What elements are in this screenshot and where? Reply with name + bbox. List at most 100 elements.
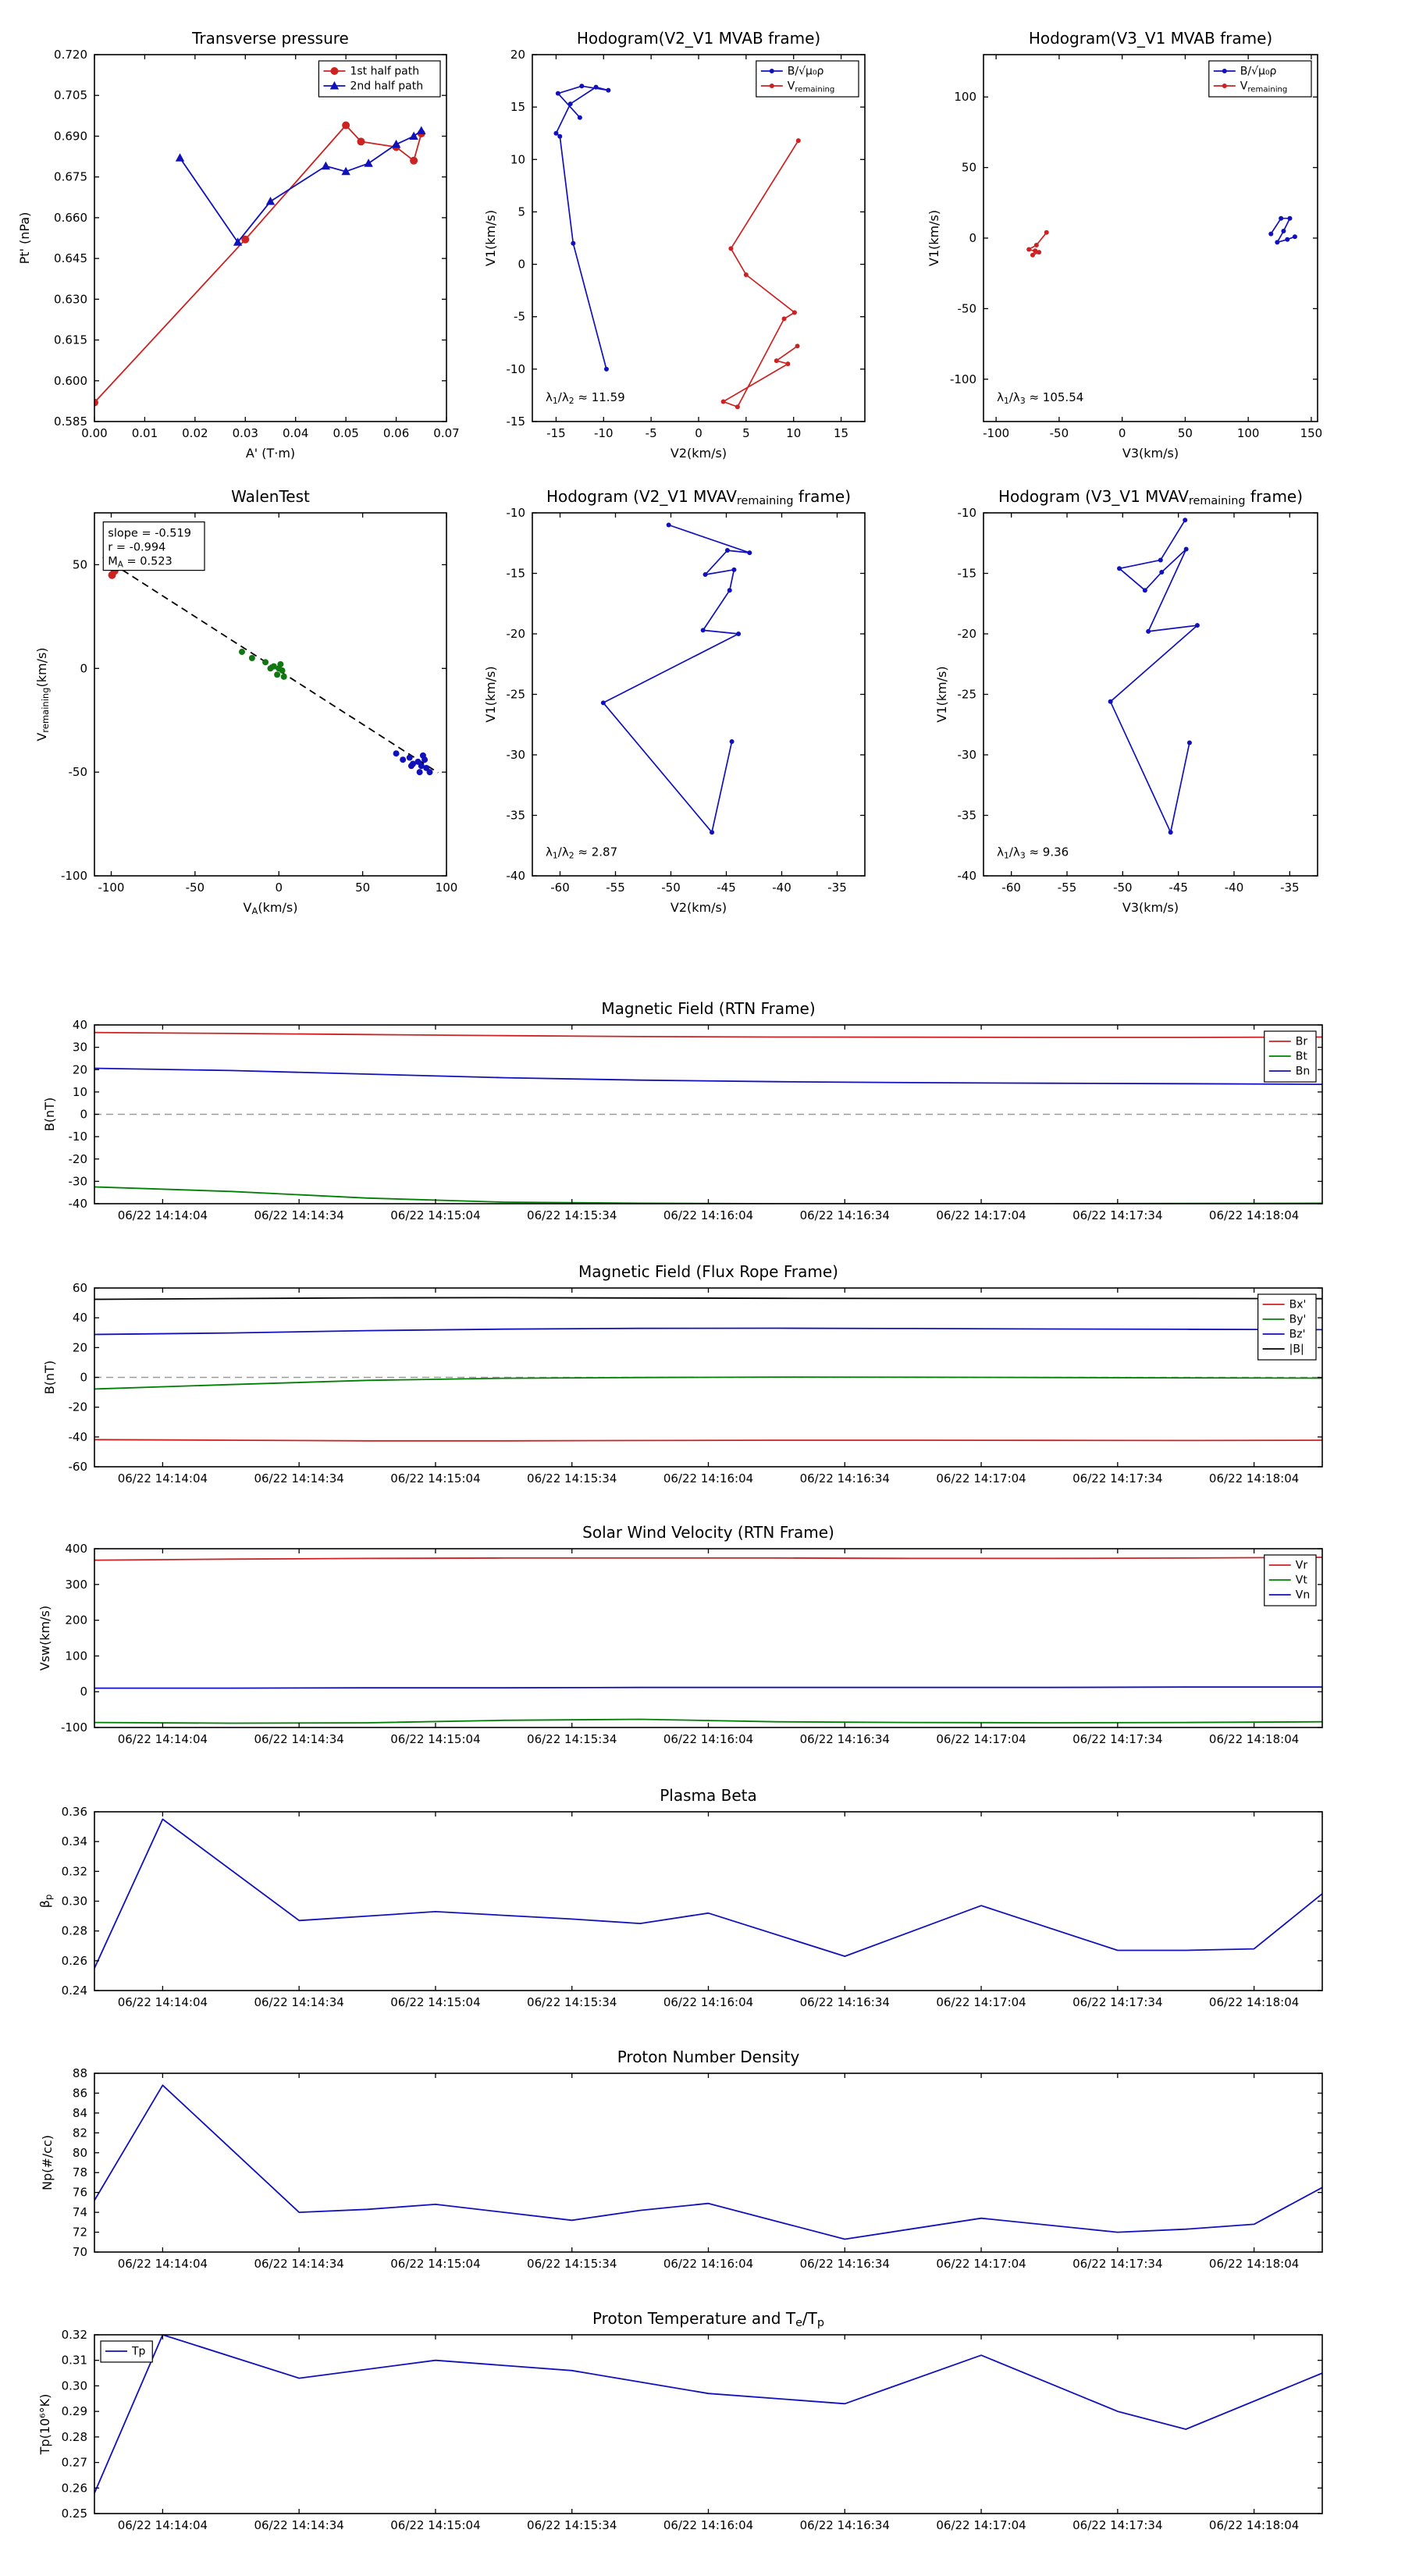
- svg-text:50: 50: [1178, 426, 1193, 440]
- svg-text:0.06: 0.06: [383, 426, 409, 440]
- chart-walen-test-title: WalenTest: [231, 487, 310, 506]
- svg-text:-40: -40: [1225, 881, 1244, 895]
- svg-text:0.26: 0.26: [62, 1954, 87, 1968]
- svg-text:0: 0: [1119, 426, 1126, 440]
- chart-magnetic-field-flux-rope-legend: Bx' By' Bz' |B|: [1257, 1293, 1317, 1361]
- svg-text:40: 40: [73, 1311, 87, 1325]
- svg-text:0.31: 0.31: [62, 2354, 87, 2368]
- svg-text:-40: -40: [958, 869, 977, 883]
- svg-text:06/22 14:15:04: 06/22 14:15:04: [390, 2518, 480, 2532]
- chart-hodogram-v2v1-mvab-xlabel: V2(km/s): [670, 446, 727, 461]
- svg-text:-55: -55: [1058, 881, 1077, 895]
- svg-text:0.660: 0.660: [54, 211, 87, 225]
- chart-hodogram-v3v1-mvab: -100 -50 0 50 100 150 -100 -50 0 50 100 Hodogram(V3…: [927, 29, 1322, 461]
- svg-text:06/22 14:17:34: 06/22 14:17:34: [1072, 1208, 1162, 1222]
- chart-walen-test-xlabel: VA(km/s): [244, 900, 298, 916]
- svg-text:-15: -15: [958, 567, 977, 581]
- svg-text:06/22 14:16:04: 06/22 14:16:04: [663, 2518, 753, 2532]
- svg-text:-35: -35: [958, 809, 977, 823]
- svg-text:0.690: 0.690: [54, 129, 87, 143]
- svg-text:06/22 14:17:34: 06/22 14:17:34: [1072, 2518, 1162, 2532]
- svg-text:20: 20: [73, 1340, 87, 1354]
- svg-text:5: 5: [518, 205, 525, 219]
- svg-text:50: 50: [73, 557, 87, 571]
- svg-text:06/22 14:18:04: 06/22 14:18:04: [1209, 1995, 1299, 2009]
- svg-text:0: 0: [80, 661, 87, 675]
- chart-walen-test: -100 -50 0 50 100 -100 -50 0 50 WalenTest VA(km/s)…: [34, 487, 457, 916]
- svg-text:Bx': Bx': [1289, 1299, 1307, 1311]
- chart-hodogram-v3v1-mvab-y-axis: -100 -50 0 50 100: [950, 90, 1318, 386]
- chart-proton-temperature-legend: Tp: [100, 2340, 153, 2363]
- svg-text:06/22 14:17:04: 06/22 14:17:04: [936, 1995, 1026, 2009]
- svg-text:06/22 14:16:04: 06/22 14:16:04: [663, 2257, 753, 2271]
- chart-hodogram-v2v1-mvav-xlabel: V2(km/s): [670, 900, 727, 915]
- chart-hodogram-v2v1-mvab-title: Hodogram(V2_V1 MVAB frame): [577, 29, 820, 48]
- svg-text:06/22 14:14:04: 06/22 14:14:04: [118, 1732, 208, 1746]
- svg-text:|B|: |B|: [1289, 1343, 1304, 1356]
- svg-text:By': By': [1289, 1314, 1307, 1326]
- svg-text:0.36: 0.36: [62, 1805, 87, 1819]
- chart-hodogram-v3v1-mvav-series: [1108, 518, 1200, 835]
- svg-text:20: 20: [73, 1062, 87, 1076]
- chart-hodogram-v3v1-mvav: -60 -55 -50 -45 -40 -35 -40 -35 -30 -25 -20 -15 -10 H…: [934, 487, 1318, 915]
- chart-hodogram-v2v1-mvab-y-axis: -15 -10 -5 0 5 10 15 20: [507, 48, 865, 429]
- svg-text:06/22 14:16:34: 06/22 14:16:34: [800, 1208, 890, 1222]
- svg-text:0.615: 0.615: [54, 333, 87, 347]
- svg-text:0.32: 0.32: [62, 2328, 87, 2342]
- svg-text:-20: -20: [69, 1152, 88, 1166]
- chart-walen-test-x-axis: -100 -50 0 50 100: [98, 513, 457, 895]
- svg-text:-50: -50: [186, 881, 205, 895]
- svg-text:B/√μ₀ρ: B/√μ₀ρ: [788, 66, 824, 78]
- svg-text:06/22 14:17:34: 06/22 14:17:34: [1072, 2257, 1162, 2271]
- chart-transverse-pressure-x-axis: 0.00 0.01 0.02 0.03 0.04 0.05 0.06 0.07: [81, 55, 460, 440]
- svg-text:06/22 14:15:04: 06/22 14:15:04: [390, 1208, 480, 1222]
- svg-text:MA = 0.523: MA = 0.523: [108, 556, 173, 570]
- svg-text:0.32: 0.32: [62, 1864, 87, 1878]
- svg-text:60: 60: [73, 1281, 87, 1295]
- svg-text:150: 150: [1300, 426, 1323, 440]
- svg-text:30: 30: [73, 1041, 87, 1055]
- chart-magnetic-field-flux-rope-ylabel: B(nT): [42, 1361, 57, 1394]
- svg-text:Bt: Bt: [1296, 1051, 1308, 1063]
- svg-text:-50: -50: [958, 301, 977, 315]
- chart-transverse-pressure: 0.00 0.01 0.02 0.03 0.04 0.05 0.06 0.07 0.585 0.6…: [17, 29, 460, 461]
- chart-hodogram-v2v1-mvab-legend: B/√μ₀ρ Vremaining: [756, 60, 859, 98]
- chart-solar-wind-velocity-title: Solar Wind Velocity (RTN Frame): [582, 1523, 834, 1542]
- svg-text:06/22 14:17:04: 06/22 14:17:04: [936, 1208, 1026, 1222]
- chart-plasma-beta-y-axis: 0.24 0.26 0.28 0.30 0.32 0.34 0.36: [62, 1805, 1322, 1998]
- svg-text:0.645: 0.645: [54, 251, 87, 265]
- svg-text:06/22 14:14:34: 06/22 14:14:34: [254, 1995, 343, 2009]
- svg-text:-60: -60: [1001, 881, 1021, 895]
- chart-magnetic-field-rtn-x-axis: 06/22 14:14:04 06/22 14:14:34 06/22 14:15:…: [118, 1025, 1299, 1222]
- svg-text:-50: -50: [661, 881, 681, 895]
- svg-text:100: 100: [1237, 426, 1260, 440]
- svg-text:06/22 14:17:04: 06/22 14:17:04: [936, 2257, 1026, 2271]
- svg-text:0.630: 0.630: [54, 292, 87, 306]
- chart-magnetic-field-rtn-title: Magnetic Field (RTN Frame): [601, 999, 815, 1018]
- svg-text:06/22 14:16:34: 06/22 14:16:34: [800, 1995, 890, 2009]
- svg-text:-40: -40: [69, 1197, 88, 1211]
- svg-text:10: 10: [73, 1085, 87, 1099]
- chart-hodogram-v3v1-mvav-title: Hodogram (V3_V1 MVAVremaining frame): [998, 487, 1303, 507]
- svg-text:-35: -35: [507, 809, 526, 823]
- svg-text:06/22 14:18:04: 06/22 14:18:04: [1209, 1471, 1299, 1485]
- svg-text:-40: -40: [507, 869, 526, 883]
- chart-hodogram-v2v1-mvab-annotation: λ1/λ2 ≈ 11.59: [546, 390, 625, 406]
- chart-proton-density-y-axis: 70 72 74 76 78 80 82 84 86 88: [73, 2066, 1322, 2259]
- svg-text:06/22 14:14:34: 06/22 14:14:34: [254, 2518, 343, 2532]
- chart-hodogram-v2v1-mvab-x-axis: -15 -10 -5 0 5 10 15: [546, 55, 848, 440]
- svg-text:0.28: 0.28: [62, 2430, 87, 2444]
- chart-hodogram-v2v1-mvab-ylabel: V1(km/s): [483, 210, 498, 266]
- chart-magnetic-field-flux-rope-y-axis: -60 -40 -20 0 20 40 60: [69, 1281, 1322, 1474]
- svg-text:0.01: 0.01: [132, 426, 158, 440]
- svg-text:06/22 14:17:34: 06/22 14:17:34: [1072, 1995, 1162, 2009]
- svg-text:86: 86: [73, 2086, 87, 2100]
- chart-hodogram-v3v1-mvab-title: Hodogram(V3_V1 MVAB frame): [1029, 29, 1272, 48]
- svg-text:B/√μ₀ρ: B/√μ₀ρ: [1240, 66, 1277, 78]
- svg-text:06/22 14:15:04: 06/22 14:15:04: [390, 2257, 480, 2271]
- svg-text:0: 0: [695, 426, 702, 440]
- svg-text:slope = -0.519: slope = -0.519: [108, 528, 191, 540]
- svg-text:0.25: 0.25: [62, 2507, 87, 2521]
- chart-transverse-pressure-title: Transverse pressure: [191, 29, 349, 48]
- svg-text:-60: -60: [550, 881, 570, 895]
